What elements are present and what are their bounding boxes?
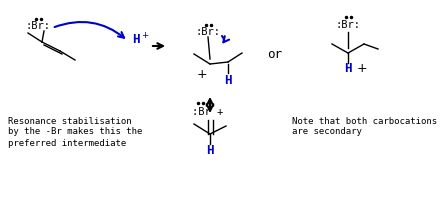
Text: Note that both carbocations: Note that both carbocations (292, 116, 437, 125)
Text: +: + (197, 67, 207, 81)
Text: :Br:: :Br: (195, 27, 220, 37)
Text: :Br +: :Br + (192, 107, 224, 117)
Text: or: or (267, 48, 283, 60)
Text: H: H (224, 73, 232, 86)
Text: :Br:: :Br: (336, 20, 360, 30)
Text: H$^+$: H$^+$ (132, 32, 150, 48)
Text: are secondary: are secondary (292, 127, 362, 137)
Text: +: + (357, 62, 367, 76)
Text: Resonance stabilisation: Resonance stabilisation (8, 116, 131, 125)
Text: preferred intermediate: preferred intermediate (8, 138, 126, 148)
Text: :Br:: :Br: (25, 21, 51, 31)
Text: H: H (206, 145, 214, 157)
Text: by the -Br makes this the: by the -Br makes this the (8, 127, 143, 137)
Text: H: H (344, 62, 352, 76)
